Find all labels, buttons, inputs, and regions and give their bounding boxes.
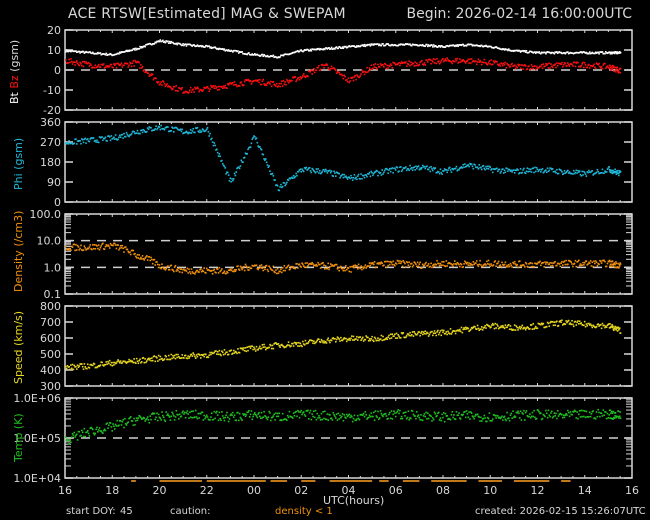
speed-label: Speed (km/s) — [12, 310, 25, 384]
y-tick-label: 1.0E+04 — [13, 472, 61, 485]
phi-axis-label: Phi (gsm) — [12, 138, 25, 190]
density-label: Density (/cm3) — [12, 210, 25, 292]
y-tick-label: 1.0E+05 — [13, 432, 61, 445]
y-tick-label: 400 — [40, 364, 61, 377]
x-tick-label: 04 — [342, 484, 356, 497]
y-tick-label: 800 — [40, 300, 61, 313]
x-tick-label: 14 — [578, 484, 592, 497]
y-tick-label: 0.1 — [44, 288, 62, 301]
y-tick-label: 700 — [40, 316, 61, 329]
y-tick-label: 0 — [54, 196, 61, 209]
x-tick-label: 08 — [436, 484, 450, 497]
x-tick-label: 20 — [153, 484, 167, 497]
y-tick-label: 0 — [54, 64, 61, 77]
x-tick-label: 16 — [58, 484, 72, 497]
panel-frame — [64, 121, 633, 203]
y-tick-label: 10.0 — [37, 235, 62, 248]
y-tick-label: -10 — [43, 84, 61, 97]
y-tick-label: 500 — [40, 348, 61, 361]
panel-frame — [64, 213, 633, 295]
y-tick-label: 270 — [40, 136, 61, 149]
x-axis-label: UTC(hours) — [323, 494, 385, 507]
x-tick-label: 10 — [483, 484, 497, 497]
y-tick-label: 90 — [47, 176, 61, 189]
speed-axis-label: Speed (km/s) — [12, 311, 25, 384]
y-tick-label: 180 — [40, 156, 61, 169]
temp-axis-label: Temp (K) — [12, 413, 25, 462]
y-tick-label: 10 — [47, 44, 61, 57]
chart-title: ACE RTSW[Estimated] MAG & SWEPAM — [68, 6, 346, 22]
x-tick-label: 02 — [294, 484, 308, 497]
panel-frame — [64, 305, 633, 387]
y-tick-label: 600 — [40, 332, 61, 345]
x-tick-label: 06 — [389, 484, 403, 497]
x-tick-label: 18 — [105, 484, 119, 497]
x-tick-label: 22 — [200, 484, 214, 497]
phi-label: Phi (gsm) — [12, 137, 25, 190]
y-tick-label: 1.0 — [44, 261, 62, 274]
y-tick-label: -20 — [43, 104, 61, 117]
bz-label: Bz — [8, 75, 21, 89]
y-tick-label: 100.0 — [30, 208, 62, 221]
x-tick-label: 12 — [531, 484, 545, 497]
begin-timestamp: Begin: 2026-02-14 16:00:00UTC — [406, 6, 632, 22]
y-tick-label: 360 — [40, 116, 61, 129]
density-axis-label: Density (/cm3) — [12, 211, 25, 292]
caution-value: density < 1 — [275, 506, 333, 517]
created-timestamp: created: 2026-02-15 15:26:07UTC — [475, 506, 646, 517]
bt-bz-axis-label: Bt Bz (gsm) — [8, 40, 21, 104]
y-tick-label: 20 — [47, 24, 61, 37]
y-tick-label: 300 — [40, 380, 61, 393]
x-tick-label: 16 — [625, 484, 639, 497]
y-tick-label: 1.0E+06 — [13, 392, 61, 405]
start-doy-value: 45 — [120, 506, 133, 517]
gsm-label: (gsm) — [8, 39, 21, 72]
x-tick-label: 00 — [247, 484, 261, 497]
caution-label: caution: — [170, 506, 211, 517]
temp-label: Temp (K) — [12, 413, 25, 462]
bt-label: Bt — [8, 92, 21, 104]
start-doy-label: start DOY: — [66, 506, 116, 517]
